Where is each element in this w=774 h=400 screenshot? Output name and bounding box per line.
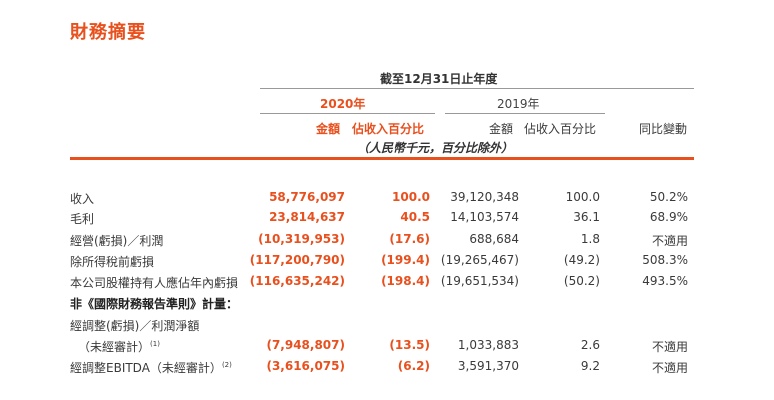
- yoy-change: 50.2%: [649, 190, 688, 204]
- amount-2020: (116,635,242): [249, 274, 345, 288]
- table-row: 除所得稅前虧損 (117,200,790) (199.4) (19,265,46…: [0, 253, 774, 273]
- amount-2020: (7,948,807): [266, 338, 345, 352]
- amount-2019: 39,120,348: [450, 190, 519, 204]
- amount-2019: 1,033,883: [457, 338, 519, 352]
- year-2020-divider: [260, 113, 435, 114]
- adj-label-line1: 經調整(虧損)／利潤淨額: [70, 319, 200, 333]
- amount-2019: (19,651,534): [440, 274, 519, 288]
- pct-2020: (13.5): [389, 338, 430, 352]
- col-pct-2020: 佔收入百分比: [352, 122, 425, 136]
- table-row: 毛利 23,814,637 40.5 14,103,574 36.1 68.9%: [0, 210, 774, 230]
- pct-2019: 9.2: [580, 359, 600, 373]
- pct-2019: 1.8: [580, 232, 600, 246]
- year-2019-header: 2019年: [497, 97, 540, 111]
- period-divider: [260, 88, 694, 89]
- footnote-ref: (2): [221, 361, 232, 369]
- pct-2020: (6.2): [397, 359, 430, 373]
- row-label: 收入: [70, 192, 95, 206]
- pct-2019: 100.0: [565, 190, 600, 204]
- year-2019-divider: [445, 113, 605, 114]
- yoy-change: 508.3%: [642, 253, 688, 267]
- amount-2020: 58,776,097: [269, 190, 345, 204]
- table-row: （未經審計）(1) (7,948,807) (13.5) 1,033,883 2…: [0, 338, 774, 358]
- table-row: 經調整EBITDA（未經審計）(2) (3,616,075) (6.2) 3,5…: [0, 359, 774, 379]
- amount-2019: 688,684: [469, 232, 519, 246]
- adj-label-line2: （未經審計）(1): [78, 340, 160, 354]
- col-yoy: 同比變動: [639, 122, 688, 136]
- yoy-change: 68.9%: [649, 210, 688, 224]
- pct-2019: (49.2): [563, 253, 600, 267]
- pct-2020: (17.6): [389, 232, 430, 246]
- year-2020-header: 2020年: [320, 97, 366, 111]
- pct-2019: (50.2): [563, 274, 600, 288]
- table-row: 本公司股權持有人應佔年內虧損 (116,635,242) (198.4) (19…: [0, 274, 774, 294]
- footnote-ref: (1): [150, 340, 160, 348]
- amount-2019: 3,591,370: [457, 359, 519, 373]
- amount-2019: 14,103,574: [450, 210, 519, 224]
- page-title: 財務摘要: [70, 22, 146, 43]
- yoy-change: 不適用: [651, 361, 688, 375]
- pct-2020: 40.5: [400, 210, 430, 224]
- yoy-change: 不適用: [651, 340, 688, 354]
- table-row: 收入 58,776,097 100.0 39,120,348 100.0 50.…: [0, 190, 774, 210]
- row-label: 本公司股權持有人應佔年內虧損: [70, 276, 239, 290]
- pct-2020: (199.4): [381, 253, 430, 267]
- amount-2019: (19,265,467): [440, 253, 519, 267]
- amount-2020: (3,616,075): [266, 359, 345, 373]
- col-amount-2020: 金額: [316, 122, 341, 136]
- yoy-change: 493.5%: [642, 274, 688, 288]
- table-row: 經調整(虧損)／利潤淨額: [0, 317, 774, 337]
- header-rule: [70, 157, 694, 160]
- section-heading-row: 非《國際財務報告準則》計量：: [0, 295, 774, 315]
- pct-2019: 36.1: [573, 210, 600, 224]
- table-row: 經營(虧損)／利潤 (10,319,953) (17.6) 688,684 1.…: [0, 232, 774, 252]
- pct-2020: (198.4): [381, 274, 430, 288]
- non-ifrs-heading: 非《國際財務報告準則》計量：: [70, 297, 239, 311]
- pct-2019: 2.6: [580, 338, 600, 352]
- row-label: 除所得稅前虧損: [70, 255, 155, 269]
- col-pct-2019: 佔收入百分比: [524, 122, 597, 136]
- ebitda-label: 經調整EBITDA（未經審計）(2): [70, 361, 232, 375]
- row-label: 毛利: [70, 212, 95, 226]
- amount-2020: 23,814,637: [269, 210, 345, 224]
- period-header: 截至12月31日止年度: [380, 72, 498, 86]
- col-amount-2019: 金額: [489, 122, 514, 136]
- amount-2020: (10,319,953): [258, 232, 345, 246]
- pct-2020: 100.0: [392, 190, 430, 204]
- unit-note: （人民幣千元，百分比除外）: [357, 141, 514, 155]
- amount-2020: (117,200,790): [249, 253, 345, 267]
- yoy-change: 不適用: [651, 234, 688, 248]
- row-label: 經營(虧損)／利潤: [70, 234, 164, 248]
